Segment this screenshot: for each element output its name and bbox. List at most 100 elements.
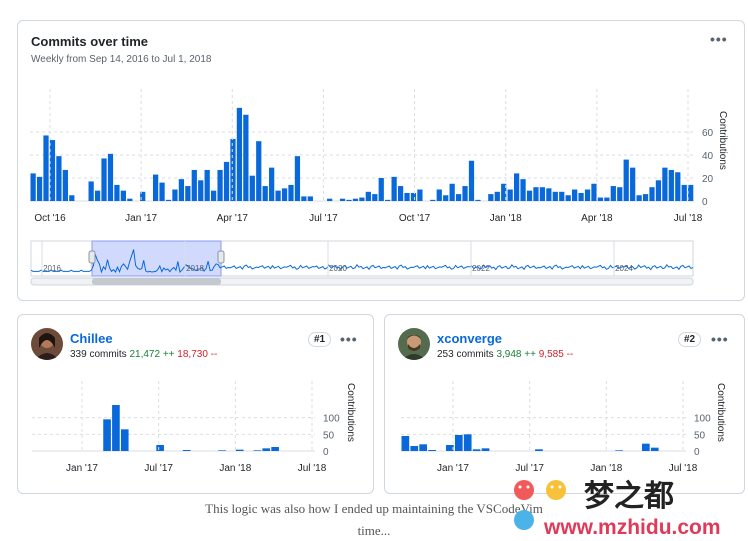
- bar: [107, 153, 114, 201]
- bar: [617, 187, 623, 201]
- bar: [462, 186, 468, 201]
- y-tick-label: 0: [702, 197, 708, 208]
- bar: [243, 114, 249, 201]
- bar: [301, 196, 307, 201]
- bar: [597, 197, 604, 201]
- bar: [636, 195, 642, 201]
- additions-count: 3,948 ++: [496, 349, 536, 360]
- bar: [378, 178, 384, 201]
- contributor-card: xconverge 253 commits 3,948 ++ 9,585 -- …: [384, 314, 745, 494]
- bar: [327, 198, 333, 201]
- more-options-icon[interactable]: •••: [711, 331, 729, 347]
- more-options-icon[interactable]: •••: [710, 31, 728, 47]
- bar: [468, 160, 475, 201]
- bar: [604, 197, 610, 201]
- bar: [428, 450, 436, 451]
- bar: [307, 196, 313, 201]
- contributor-chart: 0 50 100 Contributions Jan '17 Jul '17 Jan '18…: [401, 381, 726, 474]
- contributor-chart: 0 50 100 Contributions Jan '17 Jul '17 Jan '18…: [32, 381, 356, 474]
- bar: [488, 194, 494, 201]
- bar: [372, 194, 378, 201]
- bar: [56, 156, 62, 201]
- bar: [281, 188, 288, 201]
- bar: [43, 135, 49, 201]
- bar: [539, 187, 546, 201]
- bar: [275, 190, 281, 201]
- card-subtitle: Weekly from Sep 14, 2016 to Jul 1, 2018: [31, 54, 212, 65]
- y-tick-label: 50: [323, 430, 335, 441]
- x-tick-label: Jan '18: [490, 213, 522, 224]
- bar: [69, 195, 75, 201]
- bar: [584, 189, 591, 201]
- bar: [630, 167, 636, 201]
- x-tick-label: Jul '18: [669, 463, 698, 474]
- bar: [436, 189, 442, 201]
- bar: [642, 194, 649, 201]
- bar: [535, 449, 543, 451]
- bar: [94, 190, 101, 201]
- bar: [253, 450, 262, 451]
- bar: [159, 182, 165, 201]
- bar: [533, 187, 539, 201]
- bar: [172, 189, 178, 201]
- watermark-url: www.mzhidu.com: [543, 516, 721, 539]
- x-tick-label: Jan '17: [437, 463, 469, 474]
- bar: [339, 198, 346, 201]
- bar: [494, 191, 500, 201]
- bar: [152, 174, 159, 201]
- x-tick-label: Oct '16: [34, 213, 66, 224]
- avatar[interactable]: [31, 328, 63, 360]
- overview-tick-label: 2024: [615, 264, 633, 273]
- bar: [668, 169, 674, 201]
- bar: [417, 189, 423, 201]
- y-tick-label: 100: [323, 414, 340, 425]
- avatar[interactable]: [398, 328, 430, 360]
- bar: [88, 181, 94, 201]
- contributor-name-link[interactable]: xconverge: [437, 331, 503, 346]
- bar: [430, 199, 436, 201]
- bar: [249, 175, 255, 201]
- bar: [223, 161, 230, 201]
- x-tick-label: Jan '18: [590, 463, 622, 474]
- x-tick-label: Apr '17: [217, 213, 249, 224]
- bar: [520, 179, 526, 201]
- bar: [235, 449, 244, 451]
- bar: [610, 186, 616, 201]
- bar: [165, 199, 172, 201]
- bar: [578, 192, 584, 201]
- bar: [507, 189, 513, 201]
- bar: [546, 188, 552, 201]
- y-axis-label: Contributions: [715, 383, 726, 442]
- bar: [615, 450, 623, 451]
- y-tick-label: 0: [694, 447, 700, 458]
- commit-count: 339 commits: [70, 349, 127, 360]
- y-tick-label: 20: [702, 174, 714, 185]
- commits-chart: 0 20 40 60 Contributions Oct '16 Jan '17 Apr '1…: [30, 89, 728, 286]
- bar: [572, 189, 578, 201]
- x-tick-label: Jul '17: [515, 463, 544, 474]
- bar: [114, 184, 120, 201]
- bar: [410, 446, 419, 451]
- contributor-stats: 253 commits 3,948 ++ 9,585 --: [437, 349, 573, 360]
- watermark-logo: 梦之都 www.mzhidu.com: [512, 476, 748, 540]
- bar: [449, 183, 455, 201]
- bar: [211, 190, 217, 201]
- brush-handle[interactable]: [217, 250, 225, 264]
- x-tick-label: Jul '18: [674, 213, 703, 224]
- brush-handle[interactable]: [88, 250, 96, 264]
- more-options-icon[interactable]: •••: [340, 331, 358, 347]
- bar: [182, 450, 191, 451]
- bar: [401, 436, 410, 451]
- contributor-name-link[interactable]: Chillee: [70, 331, 113, 346]
- bar: [30, 173, 36, 201]
- bar: [217, 169, 223, 201]
- additions-count: 21,472 ++: [129, 349, 175, 360]
- bar: [62, 169, 68, 201]
- bar: [641, 443, 650, 451]
- bar: [230, 138, 236, 201]
- watermark-text: 梦之都: [584, 479, 674, 513]
- bar: [662, 167, 668, 201]
- bar: [513, 173, 520, 201]
- scrollbar-thumb[interactable]: [92, 278, 221, 285]
- bar: [120, 429, 129, 451]
